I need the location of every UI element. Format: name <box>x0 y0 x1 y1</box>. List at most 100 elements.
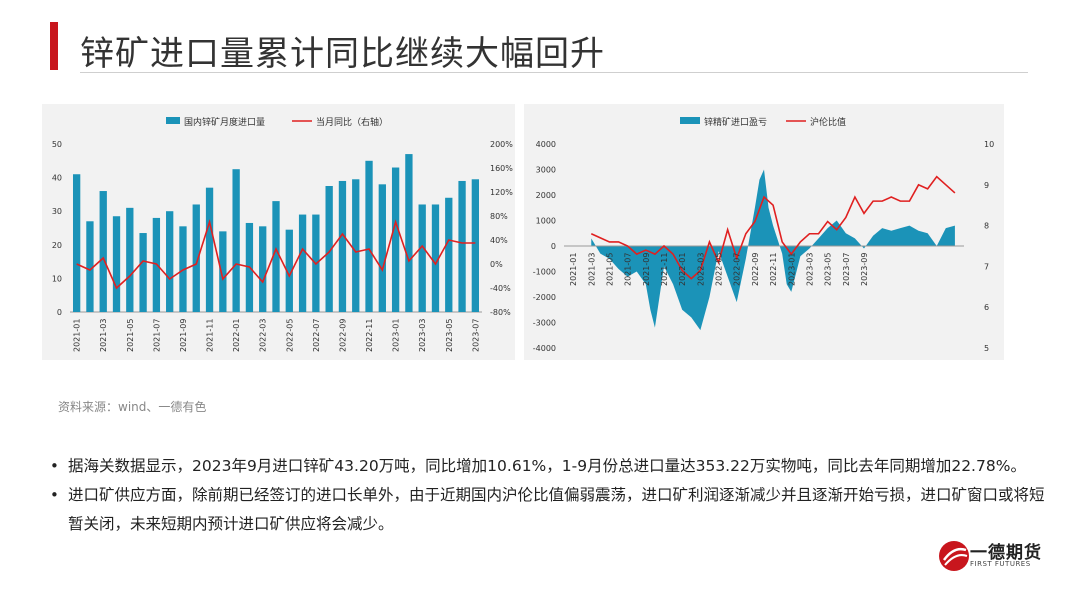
y-left-tick-label: 3000 <box>536 166 556 175</box>
bar <box>431 204 440 312</box>
legend-label-bar: 国内锌矿月度进口量 <box>184 116 265 128</box>
yoy-line <box>76 218 476 290</box>
bar <box>405 154 413 312</box>
y-right-tick-label: 120% <box>490 188 513 197</box>
y-right-tick-label: 200% <box>490 140 513 149</box>
bullet-item: • 进口矿供应方面，除前期已经签订的进口长单外，由于近期国内沪伦比值偏弱震荡，进… <box>50 481 1050 539</box>
x-tick-label: 2022-03 <box>696 253 705 286</box>
bar <box>205 187 214 312</box>
bar <box>86 221 94 312</box>
y-left-tick-label: 40 <box>52 174 62 183</box>
y-left-tick-label: -1000 <box>533 268 556 277</box>
x-tick-label: 2023-03 <box>418 319 427 352</box>
x-tick-label: 2023-03 <box>805 253 814 286</box>
x-tick-label: 2023-01 <box>392 319 401 352</box>
x-tick-label: 2023-05 <box>445 319 454 352</box>
y-right-tick-label: 80% <box>490 212 508 221</box>
bar <box>352 179 360 312</box>
y-right-tick-label: 5 <box>984 344 989 353</box>
bullet-text: 进口矿供应方面，除前期已经签订的进口长单外，由于近期国内沪伦比值偏弱震荡，进口矿… <box>68 486 1045 533</box>
logo-subtitle: FIRST FUTURES <box>970 560 1031 568</box>
x-tick-label: 2022-09 <box>751 253 760 286</box>
bar <box>471 179 480 312</box>
y-right-tick-label: -40% <box>490 284 511 293</box>
x-tick-label: 2022-11 <box>365 319 374 352</box>
bar <box>272 201 280 312</box>
y-left-tick-label: 2000 <box>536 191 556 200</box>
bar <box>378 184 386 312</box>
profit-area <box>591 169 955 331</box>
x-tick-label: 2023-09 <box>860 253 869 286</box>
x-tick-label: 2021-03 <box>99 319 108 352</box>
bar <box>458 180 466 312</box>
bar <box>418 204 426 312</box>
x-tick-label: 2021-05 <box>126 319 135 352</box>
x-tick-label: 2022-01 <box>678 253 687 286</box>
bar <box>445 197 453 312</box>
import-profit-chart: 锌精矿进口盈亏 沪伦比值 -4000 -3000 -2000 -1000 0 1000 2000… <box>533 116 994 353</box>
source-note: 资料来源：wind、一德有色 <box>58 400 207 414</box>
bullet-list: • 据海关数据显示，2023年9月进口锌矿43.20万吨，同比增加10.61%，… <box>50 452 1050 539</box>
x-tick-label: 2022-05 <box>285 319 294 352</box>
bar <box>219 231 227 312</box>
bar <box>112 216 121 312</box>
y-right-tick-label: 0% <box>490 260 503 269</box>
y-right-tick-label: 40% <box>490 236 508 245</box>
logo-name: 一德期货 <box>970 543 1042 563</box>
bar <box>232 169 240 312</box>
title-accent-bar <box>50 22 58 70</box>
legend-label-area: 锌精矿进口盈亏 <box>704 116 767 128</box>
y-left-tick-label: 0 <box>551 242 556 251</box>
bullet-item: • 据海关数据显示，2023年9月进口锌矿43.20万吨，同比增加10.61%，… <box>50 452 1050 481</box>
y-left-tick-label: 20 <box>52 241 62 250</box>
x-tick-label: 2023-07 <box>471 319 480 352</box>
x-tick-label: 2021-03 <box>587 253 596 286</box>
x-tick-label: 2021-05 <box>605 253 614 286</box>
y-left-tick-label: -2000 <box>533 293 556 302</box>
bar <box>259 226 267 312</box>
bar <box>192 204 200 312</box>
x-tick-label: 2023-01 <box>787 253 796 286</box>
x-tick-label: 2021-09 <box>179 319 188 352</box>
bar <box>126 207 134 312</box>
x-tick-label: 2023-05 <box>824 253 833 286</box>
x-tick-label: 2021-11 <box>206 319 215 352</box>
x-tick-label: 2022-01 <box>232 319 241 352</box>
y-right-tick-label: 10 <box>984 140 994 149</box>
y-right-tick-label: 8 <box>984 222 989 231</box>
bar <box>72 174 81 312</box>
bullet-dot-icon: • <box>50 486 59 504</box>
x-tick-label: 2022-09 <box>338 319 347 352</box>
import-volume-chart: 国内锌矿月度进口量 当月同比（右轴） 0 10 20 30 40 50 -80% -40% 0% 40… <box>52 116 513 352</box>
x-tick-label: 2021-07 <box>624 253 633 286</box>
bullet-dot-icon: • <box>50 457 59 475</box>
import-profit-chart-panel: 锌精矿进口盈亏 沪伦比值 -4000 -3000 -2000 -1000 0 1000 2000… <box>524 104 1004 360</box>
x-tick-label: 2022-03 <box>259 319 268 352</box>
bar <box>139 233 147 312</box>
y-left-tick-label: -3000 <box>533 319 556 328</box>
y-right-tick-label: 6 <box>984 303 989 312</box>
x-tick-label: 2021-01 <box>569 253 578 286</box>
y-left-tick-label: 0 <box>57 308 62 317</box>
x-tick-label: 2021-09 <box>642 253 651 286</box>
x-tick-label: 2022-05 <box>715 253 724 286</box>
y-right-tick-label: 7 <box>984 262 989 271</box>
bar <box>166 211 174 312</box>
bar <box>338 180 347 312</box>
x-tick-label: 2021-01 <box>73 319 82 352</box>
y-right-tick-label: -80% <box>490 308 511 317</box>
legend-label-line: 沪伦比值 <box>810 116 846 128</box>
bar <box>285 229 293 312</box>
y-left-tick-label: 1000 <box>536 217 556 226</box>
legend-swatch-bar <box>166 117 180 124</box>
bar <box>391 167 400 312</box>
x-tick-label: 2022-11 <box>769 253 778 286</box>
legend-swatch-area <box>680 117 700 124</box>
y-left-tick-label: 10 <box>52 274 62 283</box>
bar <box>325 186 333 312</box>
x-tick-label: 2023-07 <box>842 253 851 286</box>
legend-label-line: 当月同比（右轴） <box>316 116 388 128</box>
x-tick-label: 2022-07 <box>312 319 321 352</box>
bar <box>365 160 373 312</box>
x-tick-label: 2021-07 <box>152 319 161 352</box>
